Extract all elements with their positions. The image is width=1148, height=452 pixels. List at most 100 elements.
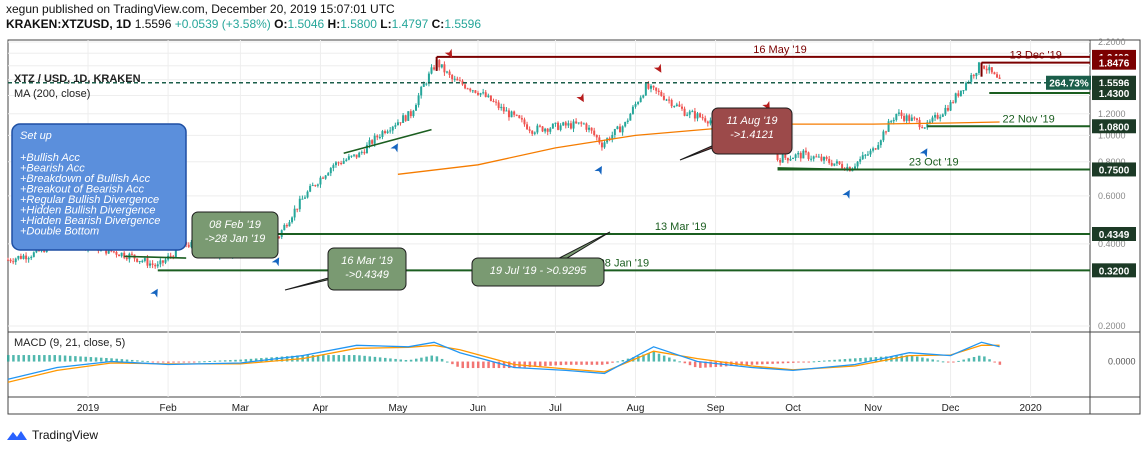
candle-body	[657, 90, 660, 92]
macd-histogram-bar	[363, 355, 366, 362]
trendline	[124, 255, 187, 259]
macd-histogram-bar	[776, 361, 780, 364]
x-tick-label: 2020	[1019, 403, 1042, 414]
candle-body	[882, 131, 885, 141]
candle-body	[825, 157, 828, 159]
macd-histogram-bar	[404, 359, 408, 362]
candle-body	[536, 125, 539, 133]
macd-histogram-bar	[693, 361, 697, 368]
macd-histogram-bar	[79, 356, 82, 362]
candle-body	[30, 256, 33, 259]
candle-body	[977, 62, 980, 74]
last-price: 1.5596	[134, 17, 172, 31]
macd-histogram-bar	[549, 361, 552, 366]
macd-histogram-bar	[440, 358, 444, 362]
macd-histogram-bar	[254, 358, 258, 362]
candle-body	[975, 73, 978, 77]
close-label: C:	[431, 17, 445, 31]
candle-body	[619, 126, 622, 133]
macd-histogram-bar	[745, 361, 749, 366]
candle-body	[187, 244, 190, 247]
candle-body	[306, 191, 309, 198]
macd-histogram-bar	[590, 361, 594, 365]
candle-body	[298, 198, 301, 210]
macd-histogram-bar	[435, 356, 439, 362]
candle-body	[910, 117, 913, 121]
candle-body	[451, 74, 454, 80]
setup-item: +Bullish Acc	[20, 152, 80, 164]
candle-body	[288, 222, 291, 227]
candle-body	[409, 111, 412, 117]
candle-body	[784, 154, 787, 158]
macd-histogram-bar	[936, 360, 940, 362]
macd-histogram-bar	[786, 361, 790, 364]
macd-histogram-bar	[249, 358, 253, 362]
candle-body	[9, 259, 12, 262]
macd-histogram-bar	[177, 361, 180, 363]
candle-body	[905, 115, 908, 121]
candle-body	[518, 115, 521, 119]
open-label: O:	[274, 17, 288, 31]
macd-histogram-bar	[900, 355, 903, 362]
candle-body	[345, 159, 348, 161]
symbol: KRAKEN:XTZUSD, 1D	[6, 17, 132, 31]
macd-histogram-bar	[988, 359, 991, 362]
macd-histogram-bar	[714, 361, 718, 367]
candle-body	[528, 129, 531, 131]
x-tick-label: Sep	[707, 403, 725, 414]
macd-histogram-bar	[652, 351, 656, 362]
candle-body	[293, 208, 296, 218]
x-tick-label: 2019	[77, 403, 100, 414]
candle-body	[342, 160, 345, 164]
candle-body	[957, 93, 960, 97]
candle-body	[22, 255, 25, 259]
macd-histogram-bar	[869, 357, 873, 362]
candle-body	[551, 123, 554, 129]
macd-line	[7, 341, 1000, 380]
candle-body	[662, 95, 665, 100]
bullish-arrow-icon	[594, 165, 602, 175]
macd-histogram-bar	[637, 355, 640, 362]
macd-histogram-bar	[156, 361, 160, 363]
candle-body	[115, 251, 118, 255]
candle-body	[575, 121, 578, 124]
macd-histogram-bar	[409, 359, 413, 362]
candle-body	[577, 122, 580, 124]
macd-histogram-bar	[595, 361, 599, 365]
candle-body	[988, 67, 991, 71]
candle-body	[892, 119, 895, 122]
candle-body	[781, 154, 784, 163]
macd-histogram-bar	[146, 361, 149, 363]
candle-body	[673, 105, 676, 107]
candle-body	[549, 128, 552, 132]
chart-header: xegun published on TradingView.com, Dece…	[6, 2, 481, 32]
macd-histogram-bar	[642, 354, 645, 362]
candle-body	[546, 128, 549, 132]
x-tick-label: Jun	[470, 403, 486, 414]
macd-histogram-bar	[415, 358, 418, 362]
candle-body	[812, 156, 815, 159]
candle-body	[169, 255, 172, 257]
macd-histogram-bar	[678, 361, 681, 363]
macd-zero-label: 0.0000	[1108, 357, 1136, 367]
candle-body	[887, 121, 890, 132]
candle-body	[895, 113, 898, 120]
macd-histogram-bar	[358, 355, 361, 362]
candle-body	[915, 118, 918, 120]
candle-body	[384, 131, 387, 134]
setup-title: Set up	[20, 130, 52, 142]
setup-item: +Hidden Bullish Divergence	[20, 205, 155, 217]
level-text: 16 May '19	[753, 44, 806, 56]
macd-histogram-bar	[559, 361, 563, 366]
macd-histogram-bar	[854, 358, 857, 362]
callout-text: ->1.4121	[730, 129, 774, 141]
candle-body	[799, 152, 802, 159]
macd-histogram-bar	[218, 360, 222, 362]
candle-body	[828, 158, 831, 163]
macd-histogram-bar	[84, 356, 87, 362]
brand[interactable]: TradingView	[32, 428, 99, 442]
candle-body	[588, 127, 591, 130]
candle-body	[841, 164, 844, 169]
candle-body	[639, 97, 642, 103]
